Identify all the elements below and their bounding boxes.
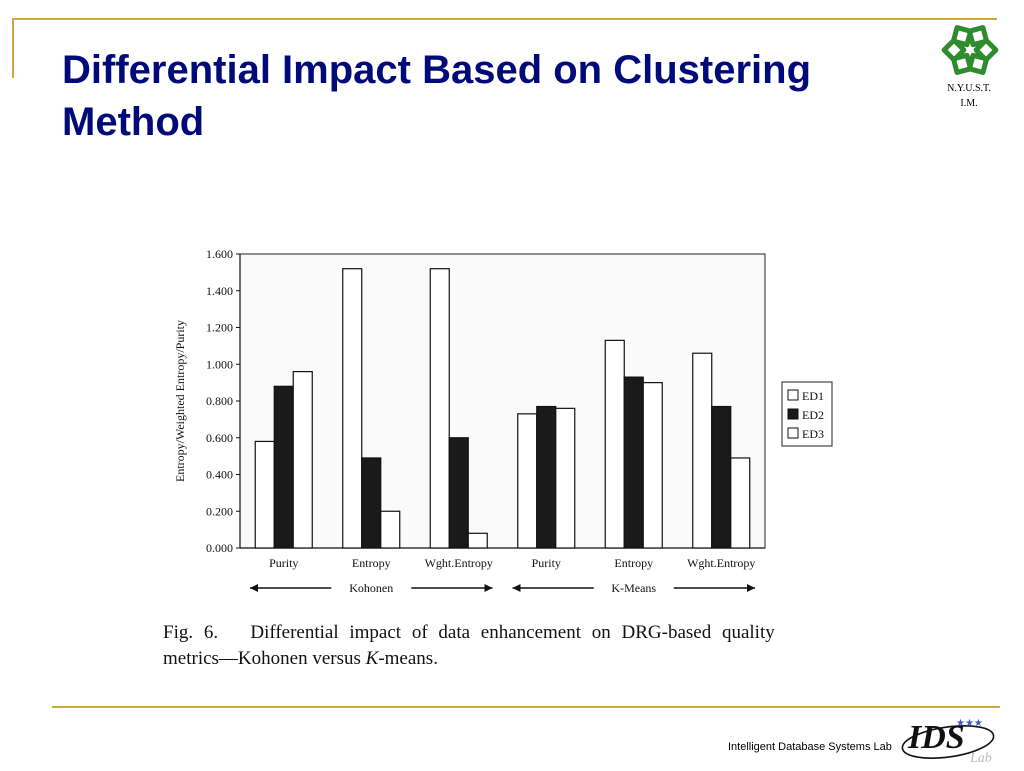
y-tick-label: 1.600 — [206, 247, 233, 261]
bar-ed2 — [448, 437, 469, 549]
caption-line-2-prefix: metrics—Kohonen versus — [163, 648, 366, 669]
x-category-label: Purity — [269, 556, 298, 570]
y-axis-label: Entropy/Weighted Entropy/Purity — [173, 320, 187, 482]
ids-logo-text: IDS — [907, 719, 965, 756]
bar-ed2 — [711, 405, 732, 549]
left-rule — [12, 18, 14, 78]
logo-line-1: N.Y.U.S.T. — [947, 83, 991, 94]
bar-ed2 — [623, 376, 644, 549]
x-category-label: Entropy — [614, 556, 653, 570]
bar-chart: 0.000 0.200 0.400 0.600 0.800 1.000 1.200 1.400… — [160, 236, 840, 606]
y-tick-label: 1.000 — [206, 357, 233, 371]
caption-k: K — [365, 648, 379, 669]
bar-ed3 — [292, 371, 313, 549]
y-tick-label: 0.800 — [206, 394, 233, 408]
slide-title: Differential Impact Based on Clustering … — [62, 48, 812, 144]
bar-ed2 — [273, 385, 294, 549]
arrow-right-icon — [484, 584, 493, 592]
x-category-label: Entropy — [352, 556, 391, 570]
y-tick-label: 0.400 — [206, 468, 233, 482]
y-tick-label: 1.200 — [206, 321, 233, 335]
bar-ed3 — [730, 457, 751, 549]
ids-logo-icon: IDS Lab ★★★ — [901, 718, 995, 766]
bar-ed3 — [380, 510, 401, 549]
group-label: K-Means — [611, 581, 656, 595]
group-label: Kohonen — [349, 581, 393, 595]
arrow-left-icon — [512, 584, 521, 592]
legend-swatch-ed3 — [787, 427, 799, 439]
legend-label-ed3: ED3 — [802, 427, 824, 441]
bar-ed3 — [467, 532, 488, 549]
legend-label-ed2: ED2 — [802, 408, 824, 422]
bar-ed3 — [555, 407, 576, 549]
x-category-label: Purity — [532, 556, 561, 570]
y-tick-label: 0.200 — [206, 504, 233, 518]
top-rule — [12, 18, 997, 20]
bar-ed1 — [429, 268, 450, 549]
emblem-petal — [966, 25, 990, 48]
logo-line-2: I.M. — [960, 98, 978, 109]
ids-logo-subtext: Lab — [969, 751, 992, 766]
ids-stars-icon: ★★★ — [956, 718, 983, 729]
caption-line-2: metrics—Kohonen versus K-means. — [163, 646, 847, 672]
x-category-label: Wght.Entropy — [687, 556, 755, 570]
bar-chart-svg: 0.000 0.200 0.400 0.600 0.800 1.000 1.200 1.400… — [173, 247, 833, 595]
bar-ed2 — [536, 405, 557, 549]
caption-line-2-suffix: -means. — [378, 648, 438, 669]
bar-ed2 — [361, 457, 382, 549]
footer-lab-name: Intelligent Database Systems Lab — [728, 741, 892, 753]
arrow-right-icon — [747, 584, 755, 592]
nyust-logo — [936, 20, 1004, 116]
bar-ed1 — [517, 413, 538, 549]
y-tick-label: 0.000 — [206, 541, 233, 555]
legend-swatch-ed2 — [787, 408, 799, 420]
bar-ed1 — [604, 339, 625, 549]
bar-ed1 — [692, 352, 713, 549]
bar-ed3 — [642, 382, 663, 549]
legend-label-ed1: ED1 — [802, 389, 824, 403]
y-tick-label: 1.400 — [206, 284, 233, 298]
arrow-left-icon — [250, 584, 258, 592]
plot-area — [239, 253, 766, 549]
bar-ed1 — [254, 440, 275, 549]
bar-ed1 — [342, 268, 363, 549]
figure-caption: Fig. 6. Differential impact of data enha… — [163, 620, 847, 672]
ids-lab-logo: IDS Lab ★★★ — [898, 712, 1004, 766]
y-tick-label: 0.600 — [206, 431, 233, 445]
legend-swatch-ed1 — [787, 389, 799, 401]
nyust-emblem-icon — [941, 25, 999, 75]
caption-line-1: Fig. 6. Differential impact of data enha… — [163, 622, 775, 643]
x-category-label: Wght.Entropy — [425, 556, 493, 570]
bottom-rule — [52, 706, 1000, 708]
